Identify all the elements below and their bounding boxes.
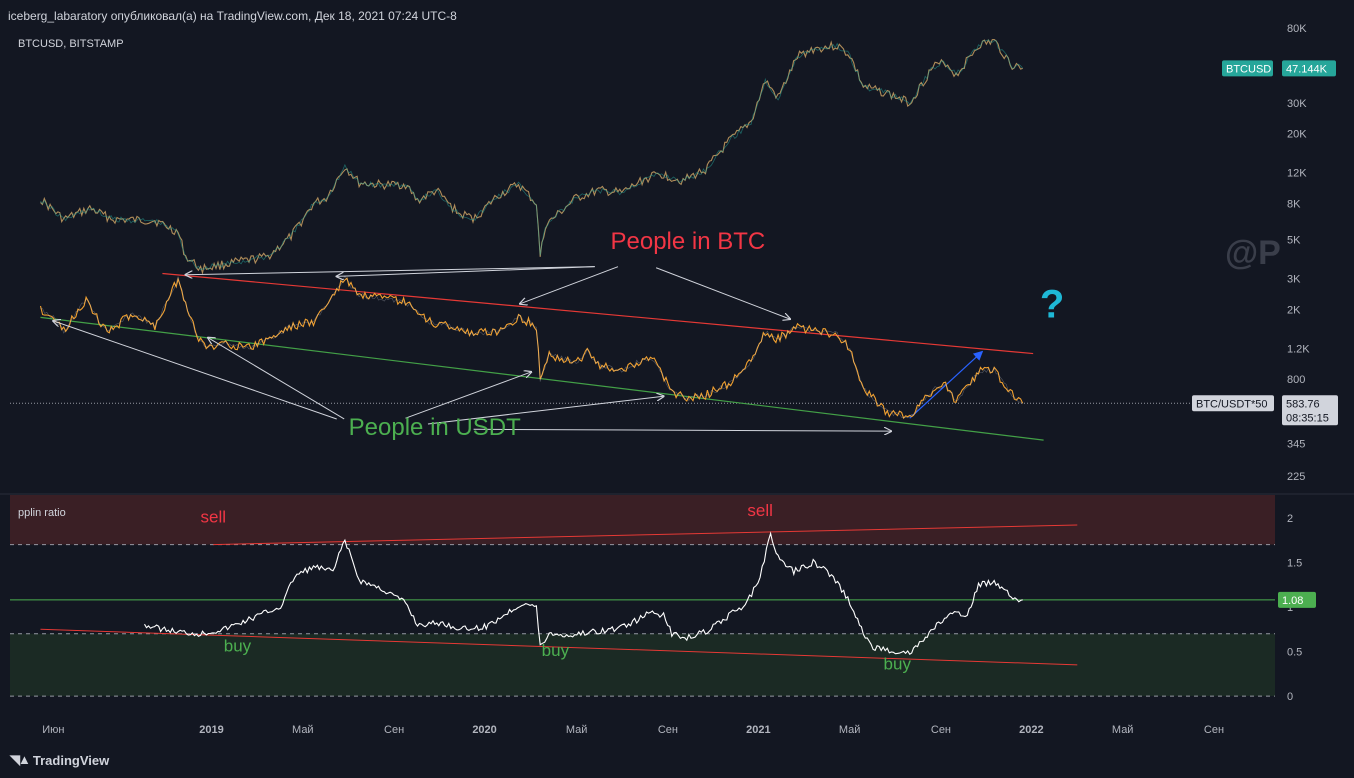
time-tick: Май <box>292 724 314 736</box>
price-tick: 225 <box>1287 471 1305 483</box>
btcusd-symbol-tag-bg <box>1222 60 1273 77</box>
btcusdt-series[interactable] <box>39 277 1024 420</box>
annotation-label: People in USDT <box>349 414 521 441</box>
chart-grid <box>0 402 1354 495</box>
indicator-annotation-buy: buy <box>224 637 252 656</box>
price-tick: 3K <box>1287 273 1301 285</box>
chart-series <box>39 38 1024 655</box>
time-tick: Май <box>566 724 588 736</box>
trendline-buy-line[interactable] <box>40 628 1078 666</box>
time-tick: Сен <box>931 724 951 736</box>
time-tick: 2020 <box>472 724 496 736</box>
price-tick: 12K <box>1287 168 1307 180</box>
pplin-ratio-series[interactable] <box>144 531 1023 655</box>
indicator-annotation-sell: sell <box>201 507 227 526</box>
symbol-label: BTCUSD, BITSTAMP <box>18 38 124 50</box>
indicator-tick: 0.5 <box>1287 647 1302 659</box>
price-tick: 2K <box>1287 304 1301 316</box>
annotation-arrows <box>53 266 891 431</box>
indicator-tick: 1 <box>1287 602 1293 614</box>
time-tick: Июн <box>42 724 64 736</box>
price-tick: 30K <box>1287 98 1307 110</box>
price-tick: 345 <box>1287 438 1305 450</box>
buy-zone <box>10 633 1275 697</box>
btcusdt-symbol-tag-bg <box>1192 395 1274 412</box>
time-tick: 2022 <box>1019 724 1043 736</box>
time-tick: 2021 <box>746 724 770 736</box>
indicator-title: pplin ratio <box>18 507 66 519</box>
price-axis: 80K50K30K20K12K8K5K3K2K1.2K80034522521.5… <box>1192 23 1338 703</box>
btcusdt-symbol-tag: BTC/USDT*50 <box>1196 398 1268 410</box>
ratio-value-tag-bg <box>1278 591 1316 608</box>
indicator-annotation-sell: sell <box>747 501 773 520</box>
btcusd-series-highlight <box>40 39 1024 271</box>
btcusd-symbol-tag: BTCUSD <box>1226 63 1271 75</box>
time-tick: Сен <box>384 724 404 736</box>
sell-zone <box>10 495 1275 545</box>
annotation-arrow <box>405 372 532 419</box>
annotation-arrow <box>655 267 790 319</box>
time-tick: Май <box>1112 724 1134 736</box>
indicator-annotation-buy: buy <box>884 654 912 673</box>
price-tick: 800 <box>1287 374 1305 386</box>
trendline-red[interactable] <box>162 272 1034 355</box>
annotation-arrow <box>53 321 337 420</box>
trendline-green[interactable] <box>40 316 1044 441</box>
btcusdt-countdown: 08:35:15 <box>1286 412 1329 424</box>
annotation-arrow <box>427 396 664 425</box>
annotation-arrow <box>520 266 619 304</box>
btcusd-price-tag-bg <box>1282 60 1336 77</box>
price-tick: 8K <box>1287 199 1301 211</box>
time-tick: Сен <box>1204 724 1224 736</box>
annotation-arrow <box>186 266 595 275</box>
ratio-value-tag: 1.08 <box>1282 595 1303 607</box>
trendline-sell-line[interactable] <box>213 524 1078 546</box>
tradingview-brand: TradingView <box>32 752 110 768</box>
tradingview-logo-icon: ◥▲ <box>10 752 31 767</box>
publish-header: iceberg_labaratory опубликовал(а) на Tra… <box>8 9 457 23</box>
time-tick: Май <box>839 724 861 736</box>
tradingview-logo[interactable]: ◥▲ TradingView <box>10 752 109 768</box>
indicator-annotation-buy: buy <box>542 641 570 660</box>
btcusdt-price-tag-bg <box>1282 395 1338 426</box>
annotation-arrow <box>473 429 891 431</box>
btcusdt-price-tag: 583.76 <box>1286 398 1320 410</box>
price-tick: 5K <box>1287 234 1301 246</box>
chart-text: BTCUSD, BITSTAMP @P pplin ratio People in B… <box>18 38 1281 673</box>
indicator-tick: 0 <box>1287 691 1293 703</box>
watermark: @P <box>1225 234 1281 272</box>
annotation-arrow <box>208 338 345 420</box>
indicator-tick: 1.5 <box>1287 557 1302 569</box>
price-tick: 80K <box>1287 23 1307 35</box>
time-tick: Сен <box>658 724 678 736</box>
indicator-zones <box>10 495 1275 697</box>
annotation-label: People in BTC <box>610 228 765 255</box>
time-axis: Июн 2019 Май Сен 2020 Май Сен 2021 Май Сен 2022 Май… <box>42 724 1224 736</box>
time-tick: 2019 <box>199 724 223 736</box>
btcusd-price-tag: 47.144K <box>1286 63 1328 75</box>
question-mark: ? <box>1040 282 1064 326</box>
price-tick: 1.2K <box>1287 343 1310 355</box>
btcusd-series[interactable] <box>40 38 1023 275</box>
btcusdt-series-highlight <box>40 275 1023 419</box>
indicator-tick: 2 <box>1287 513 1293 525</box>
price-tick: 20K <box>1287 129 1307 141</box>
annotation-arrow <box>337 266 595 277</box>
